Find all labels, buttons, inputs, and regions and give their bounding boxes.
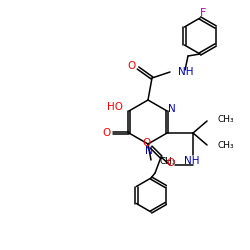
Text: N: N bbox=[145, 146, 153, 156]
Text: CH₃: CH₃ bbox=[217, 142, 234, 150]
Text: CH₃: CH₃ bbox=[217, 116, 234, 124]
Text: O: O bbox=[103, 128, 111, 138]
Text: F: F bbox=[200, 8, 206, 18]
Text: O: O bbox=[128, 61, 136, 71]
Text: NH: NH bbox=[178, 67, 194, 77]
Text: NH: NH bbox=[184, 156, 200, 166]
Text: O: O bbox=[166, 158, 174, 168]
Text: O: O bbox=[142, 138, 150, 148]
Text: CH₃: CH₃ bbox=[160, 158, 176, 166]
Text: HO: HO bbox=[107, 102, 123, 112]
Text: N: N bbox=[168, 104, 176, 114]
